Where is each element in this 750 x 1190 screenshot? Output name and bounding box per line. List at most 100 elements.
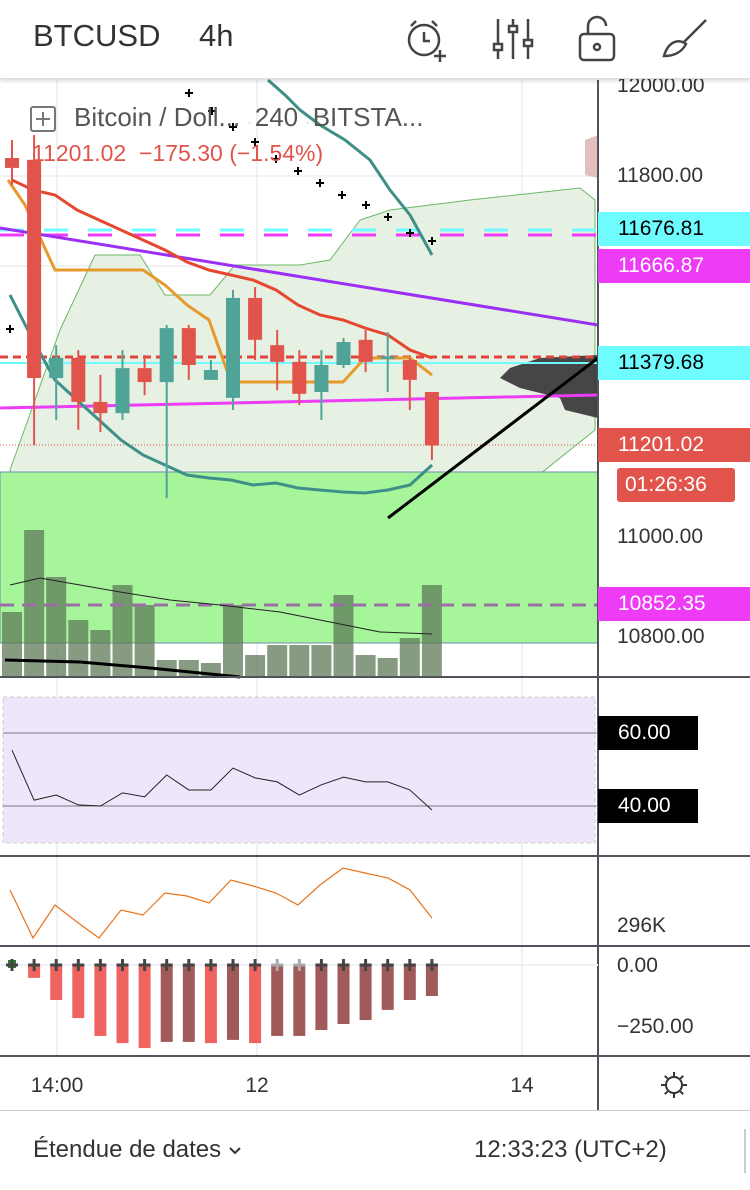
candle-body bbox=[270, 345, 285, 362]
chart-area[interactable] bbox=[0, 0, 750, 1110]
candle-body bbox=[402, 360, 417, 380]
rsi-band bbox=[2, 696, 596, 844]
volume-bar bbox=[223, 605, 243, 677]
symbol-name: Bitcoin / Doll... bbox=[74, 102, 241, 132]
price-tag-cyan: 11379.68 bbox=[598, 346, 750, 380]
volume-profile-upper bbox=[585, 135, 598, 178]
macd-bar bbox=[249, 965, 262, 1044]
macd-cross-marker bbox=[72, 959, 85, 971]
candle bbox=[292, 350, 307, 406]
macd-bar bbox=[28, 965, 41, 978]
rsi-upper-tag: 60.00 bbox=[598, 716, 698, 750]
macd-bar bbox=[271, 965, 284, 1036]
unlock-icon[interactable] bbox=[574, 14, 624, 64]
chart-settings-gear-icon[interactable] bbox=[659, 1070, 689, 1100]
sar-dot bbox=[406, 229, 414, 237]
volume-bar bbox=[134, 605, 155, 677]
macd-cross-marker bbox=[28, 959, 41, 971]
volume-bar bbox=[421, 585, 442, 677]
time-label: 12 bbox=[245, 1074, 269, 1097]
sar-dot bbox=[229, 123, 237, 131]
candle-body bbox=[49, 357, 64, 379]
macd-cross-marker bbox=[6, 959, 18, 971]
macd-cross-marker bbox=[337, 959, 350, 971]
macd-cross-marker bbox=[227, 959, 239, 971]
indicators-sliders-icon[interactable] bbox=[488, 14, 538, 64]
volume-bar bbox=[355, 655, 376, 677]
macd-cross-marker bbox=[403, 959, 416, 971]
trendline-black bbox=[387, 356, 599, 520]
macd-cross-marker bbox=[116, 959, 129, 971]
candle bbox=[203, 360, 218, 380]
macd-cross-marker bbox=[381, 959, 394, 971]
macd-bar bbox=[425, 965, 438, 996]
macd-cross-marker bbox=[359, 959, 372, 971]
macd-bar bbox=[293, 965, 306, 1036]
macd-cross-marker bbox=[315, 959, 328, 971]
macd-bar bbox=[50, 965, 63, 1000]
volume-bar bbox=[112, 585, 133, 677]
macd-cross-marker bbox=[160, 959, 173, 971]
rsi-line bbox=[11, 749, 433, 811]
macd-bar bbox=[204, 965, 217, 1044]
volume-bar bbox=[267, 645, 288, 677]
macd-bar bbox=[315, 965, 328, 1030]
macd-bar bbox=[138, 965, 151, 1049]
chart-legend[interactable]: Bitcoin / Doll... · 240 · BITSTA... bbox=[30, 102, 423, 133]
volume-bar bbox=[377, 658, 398, 677]
sar-dot bbox=[294, 167, 302, 175]
macd-cross-marker bbox=[138, 959, 151, 971]
interval-button[interactable]: 4h bbox=[199, 18, 234, 53]
collapse-legend-icon[interactable] bbox=[30, 106, 56, 133]
price-tag-magenta: 10852.35 bbox=[598, 587, 750, 621]
parabolic-sar bbox=[6, 89, 436, 333]
volume-bar bbox=[289, 645, 310, 677]
price-tag-cyan: 11676.81 bbox=[598, 212, 750, 246]
alarm-clock-add-icon[interactable] bbox=[402, 14, 452, 64]
sar-dot bbox=[384, 213, 392, 221]
last-price: 11201.02 bbox=[32, 140, 127, 166]
macd-bar bbox=[403, 965, 416, 1000]
date-range-label: Étendue de dates bbox=[33, 1136, 222, 1163]
candle-body bbox=[71, 357, 86, 402]
volume-bar bbox=[399, 638, 420, 677]
volume-ma-long bbox=[4, 658, 241, 679]
macd-cross-marker bbox=[293, 959, 306, 971]
macd-bar bbox=[337, 965, 350, 1025]
candle-body bbox=[93, 401, 108, 414]
legend-exchange: BITSTA... bbox=[312, 102, 424, 132]
candle-body bbox=[115, 368, 130, 414]
sar-dot bbox=[6, 325, 14, 333]
macd-zero-label: 0.00 bbox=[617, 954, 658, 977]
candle bbox=[49, 345, 64, 420]
candle-body bbox=[336, 342, 351, 365]
candle bbox=[115, 350, 130, 420]
symbol-button[interactable]: BTCUSD bbox=[33, 18, 161, 53]
candle-body bbox=[203, 369, 218, 380]
volume-bar bbox=[2, 612, 22, 677]
macd-cross-marker bbox=[425, 959, 438, 971]
volume-bar bbox=[178, 660, 199, 677]
last-price-tag: 11201.02 bbox=[598, 428, 750, 462]
drawing-brush-icon[interactable] bbox=[660, 14, 710, 64]
sar-dot bbox=[272, 155, 280, 163]
bar-countdown-tag: 01:26:36 bbox=[617, 468, 735, 502]
macd-histogram bbox=[6, 959, 438, 1049]
macd-bar bbox=[94, 965, 107, 1036]
candle bbox=[226, 289, 240, 410]
macd-cross-marker bbox=[50, 959, 63, 971]
price-label: 12000.00 bbox=[617, 74, 705, 97]
sar-dot bbox=[208, 107, 216, 115]
price-label: 10800.00 bbox=[617, 625, 705, 648]
oscillator-line bbox=[9, 867, 433, 940]
timezone-clock[interactable]: 12:33:23 (UTC+2) bbox=[474, 1136, 667, 1163]
date-range-button[interactable]: Étendue de dates bbox=[33, 1136, 242, 1164]
sar-dot bbox=[362, 201, 370, 209]
macd-bar bbox=[72, 965, 85, 1019]
volume-bar bbox=[245, 655, 266, 677]
candle bbox=[270, 329, 285, 391]
price-change: −175.30 bbox=[139, 140, 223, 166]
candle bbox=[248, 287, 263, 361]
bollinger-upper bbox=[267, 78, 434, 256]
macd-low-label: −250.00 bbox=[617, 1015, 694, 1038]
